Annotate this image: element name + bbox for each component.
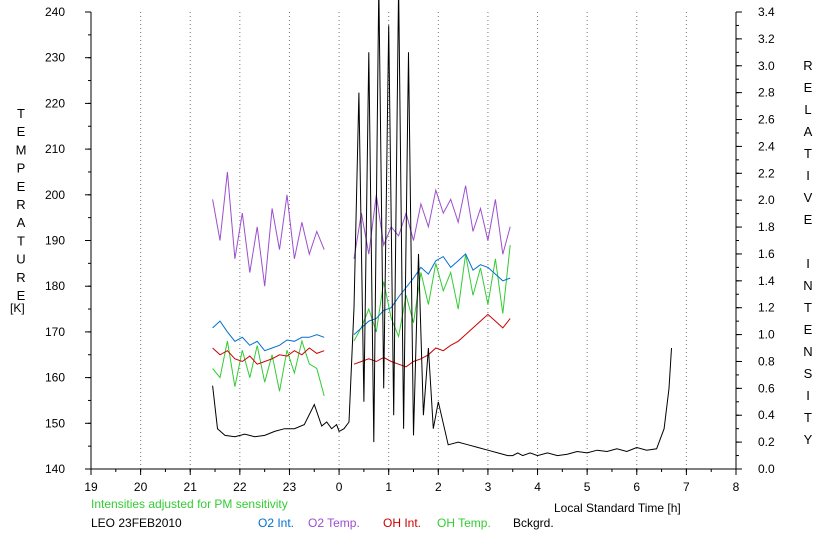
legend-bckgrd: Bckgrd. <box>513 516 554 530</box>
x-tick-label: 23 <box>283 480 297 494</box>
legend-oh-int: OH Int. <box>383 516 421 530</box>
y-right-tick-label: 1.8 <box>758 220 775 234</box>
y-left-tick-label: 150 <box>45 416 65 430</box>
series-line-o2-int <box>212 320 325 352</box>
x-tick-label: 5 <box>584 480 591 494</box>
x-tick-label: 8 <box>733 480 740 494</box>
left-axis-title-letter: T <box>17 233 25 248</box>
y-right-tick-label: 2.4 <box>758 139 775 153</box>
y-right-tick-label: 1.0 <box>758 328 775 342</box>
series-line-bckgrd <box>212 0 672 457</box>
y-right-tick-label: 0.0 <box>758 462 775 476</box>
y-left-tick-label: 180 <box>45 279 65 293</box>
x-tick-label: 7 <box>683 480 690 494</box>
left-axis-title-letter: A <box>17 215 26 230</box>
y-right-tick-label: 1.2 <box>758 301 775 315</box>
series-line-oh-temp <box>212 339 325 397</box>
y-right-tick-label: 0.6 <box>758 381 775 395</box>
y-right-tick-label: 3.0 <box>758 59 775 73</box>
y-right-tick-label: 2.0 <box>758 193 775 207</box>
left-axis-title-letter: E <box>17 124 26 139</box>
y-left-tick-label: 210 <box>45 142 65 156</box>
right-axis-title-letter: R <box>803 58 812 73</box>
right-axis-title-letter: I <box>806 388 810 403</box>
series-line-oh-temp <box>353 245 511 342</box>
right-axis-title-letter: L <box>804 102 811 117</box>
series-line-o2-int <box>353 253 511 335</box>
right-axis-title-letter: N <box>803 344 812 359</box>
right-axis-title-letter: T <box>804 146 812 161</box>
y-right-tick-label: 2.2 <box>758 166 775 180</box>
right-axis-title-letter: A <box>804 124 813 139</box>
series-layer <box>212 0 672 457</box>
legend-oh-temp: OH Temp. <box>437 516 491 530</box>
legend-o2-temp: O2 Temp. <box>308 516 360 530</box>
series-line-o2-temp <box>353 185 511 259</box>
grid-layer <box>140 12 687 469</box>
right-axis-title-letter: S <box>804 366 813 381</box>
y-right-tick-label: 0.8 <box>758 354 775 368</box>
right-axis-title-letter: E <box>804 80 813 95</box>
y-right-tick-label: 0.4 <box>758 408 775 422</box>
legend-o2-int: O2 Int. <box>258 516 294 530</box>
left-axis-title-letter: R <box>16 270 25 285</box>
series-line-oh-int <box>212 347 325 365</box>
left-axis-title-letter: P <box>17 161 26 176</box>
x-tick-label: 21 <box>184 480 198 494</box>
x-tick-label: 0 <box>336 480 343 494</box>
y-left-tick-label: 200 <box>45 188 65 202</box>
left-axis-title-letter: R <box>16 197 25 212</box>
y-right-tick-label: 1.6 <box>758 247 775 261</box>
right-axis-title-letter: E <box>804 212 813 227</box>
right-axis-title-letter: T <box>804 300 812 315</box>
left-axis-title-letter: T <box>17 106 25 121</box>
x-tick-label: 19 <box>84 480 98 494</box>
y-left-tick-label: 230 <box>45 51 65 65</box>
y-right-tick-label: 2.6 <box>758 113 775 127</box>
right-axis-title-letter: Y <box>804 432 813 447</box>
x-tick-label: 3 <box>485 480 492 494</box>
right-axis-title-letter: V <box>804 190 813 205</box>
right-axis-title-letter: I <box>806 168 810 183</box>
left-axis-unit: [K] <box>10 301 25 315</box>
series-line-o2-temp <box>212 171 325 287</box>
y-right-tick-label: 3.4 <box>758 5 775 19</box>
site-date-label: LEO 23FEB2010 <box>91 516 182 530</box>
y-left-tick-label: 160 <box>45 371 65 385</box>
y-right-tick-label: 1.4 <box>758 274 775 288</box>
y-left-tick-label: 170 <box>45 325 65 339</box>
x-axis-label: Local Standard Time [h] <box>554 501 681 515</box>
x-tick-label: 6 <box>633 480 640 494</box>
y-left-tick-label: 140 <box>45 462 65 476</box>
x-tick-label: 2 <box>435 480 442 494</box>
series-line-oh-int <box>353 313 511 368</box>
y-left-tick-label: 220 <box>45 96 65 110</box>
y-right-tick-label: 3.2 <box>758 32 775 46</box>
y-left-tick-label: 190 <box>45 234 65 248</box>
right-axis-title-letter: E <box>804 322 813 337</box>
x-tick-label: 20 <box>134 480 148 494</box>
y-right-tick-label: 0.2 <box>758 435 775 449</box>
y-right-tick-label: 2.8 <box>758 86 775 100</box>
ticks-layer: 19 20 21 22 23 0 1 2 3 4 5 6 7 8140150160170180190200… <box>45 5 775 494</box>
left-axis-title-letter: M <box>16 142 27 157</box>
x-tick-label: 4 <box>534 480 541 494</box>
right-axis-title-letter: I <box>806 256 810 271</box>
left-axis-title-letter: E <box>17 288 26 303</box>
x-tick-label: 1 <box>385 480 392 494</box>
x-tick-label: 22 <box>233 480 247 494</box>
y-left-tick-label: 240 <box>45 5 65 19</box>
right-axis-title-letter: T <box>804 410 812 425</box>
left-axis-title-letter: U <box>16 252 25 267</box>
right-axis-title-letter: N <box>803 278 812 293</box>
pm-sensitivity-note: Intensities adjusted for PM sensitivity <box>91 497 288 511</box>
left-axis-title-letter: E <box>17 179 26 194</box>
